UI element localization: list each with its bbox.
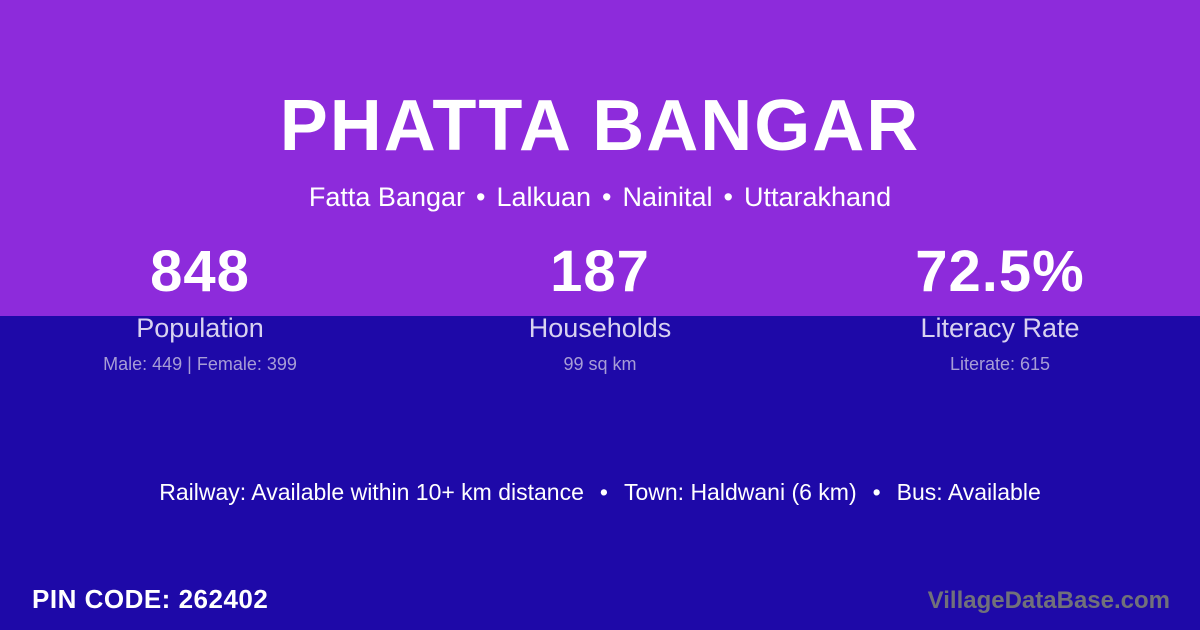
footer: PIN CODE: 262402 VillageDataBase.com	[0, 584, 1200, 630]
population-detail: Male: 449 | Female: 399	[103, 354, 297, 374]
stat-population: 848 Population Male: 449 | Female: 399	[0, 239, 400, 374]
bullet-separator: •	[599, 479, 608, 505]
location-village: Fatta Bangar	[308, 182, 465, 212]
population-label: Population	[136, 313, 264, 343]
transport-bus: Bus: Available	[896, 479, 1041, 505]
location-district: Nainital	[622, 182, 713, 212]
header: PHATTA BANGAR Fatta Bangar • Lalkuan • Naini…	[0, 0, 1200, 211]
households-value: 187	[550, 239, 650, 304]
transport-railway: Railway: Available within 10+ km distanc…	[159, 479, 584, 505]
stats-row: 848 Population Male: 449 | Female: 399 1…	[0, 239, 1200, 374]
stat-households: 187 Households 99 sq km	[400, 239, 800, 374]
transport-info: Railway: Available within 10+ km distanc…	[0, 479, 1200, 507]
population-value: 848	[150, 239, 250, 304]
village-title: PHATTA BANGAR	[279, 86, 921, 166]
watermark-brand: VillageDataBase.com	[927, 587, 1170, 614]
transport-town: Town: Haldwani (6 km)	[623, 479, 857, 505]
literacy-value: 72.5%	[915, 239, 1085, 304]
village-location: Fatta Bangar • Lalkuan • Nainital • Uttarakhan…	[0, 184, 1200, 211]
bullet-separator: •	[872, 479, 881, 505]
bullet-separator: •	[723, 182, 733, 212]
households-detail: 99 sq km	[563, 354, 637, 374]
stat-literacy-rate: 72.5% Literacy Rate Literate: 615	[800, 239, 1200, 374]
location-state: Uttarakhand	[744, 182, 892, 212]
bullet-separator: •	[476, 182, 486, 212]
literacy-label: Literacy Rate	[920, 313, 1080, 343]
literacy-detail: Literate: 615	[949, 354, 1051, 374]
bullet-separator: •	[602, 182, 612, 212]
location-block: Lalkuan	[496, 182, 592, 212]
households-label: Households	[528, 313, 672, 343]
pin-code: PIN CODE: 262402	[32, 584, 269, 614]
